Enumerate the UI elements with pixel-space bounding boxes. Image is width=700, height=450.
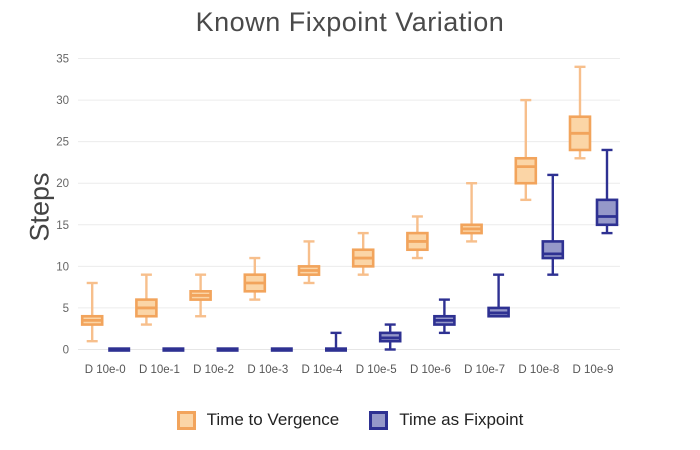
box-fixpoint-4[interactable] — [325, 331, 347, 352]
box-fixpoint-3[interactable] — [270, 347, 293, 352]
x-tick-label: D 10e-3 — [247, 364, 288, 376]
x-tick-label: D 10e-2 — [193, 364, 234, 376]
y-tick-label: 30 — [56, 95, 69, 107]
legend-item-time-as-fixpoint[interactable]: Time as Fixpoint — [369, 410, 523, 430]
orange-box-swatch-icon — [176, 410, 196, 430]
x-tick-label: D 10e-0 — [85, 364, 126, 376]
x-tick-label: D 10e-7 — [464, 364, 505, 376]
gridlines — [78, 58, 620, 350]
box-vergence-9[interactable] — [568, 65, 592, 160]
y-tick-label: 35 — [56, 54, 69, 66]
box-fixpoint-0[interactable] — [108, 347, 131, 352]
y-tick-label: 5 — [63, 303, 69, 315]
box-fixpoint-8[interactable] — [541, 173, 565, 276]
x-tick-label: D 10e-4 — [302, 364, 344, 376]
x-tick-label: D 10e-8 — [518, 364, 559, 376]
legend-item-time-to-vergence[interactable]: Time to Vergence — [176, 410, 340, 430]
box-vergence-2[interactable] — [189, 273, 212, 318]
y-tick-label: 10 — [56, 261, 69, 273]
box-fixpoint-7[interactable] — [487, 273, 510, 318]
chart-title: Known Fixpoint Variation — [195, 7, 505, 37]
x-tick-label: D 10e-6 — [410, 364, 451, 376]
legend: Time to Vergence Time as Fixpoint — [0, 402, 700, 438]
y-tick-label: 20 — [56, 178, 69, 190]
x-tick-label: D 10e-1 — [139, 364, 180, 376]
boxplot-marks — [80, 65, 619, 352]
y-tick-label: 15 — [56, 220, 69, 232]
box-vergence-3[interactable] — [243, 256, 267, 301]
box-fixpoint-5[interactable] — [378, 323, 402, 351]
box-vergence-7[interactable] — [460, 182, 483, 243]
box-vergence-1[interactable] — [135, 273, 158, 326]
purple-box-swatch-icon — [369, 410, 389, 430]
box-fixpoint-2[interactable] — [216, 347, 239, 352]
box-fixpoint-6[interactable] — [433, 298, 456, 335]
y-axis-tick-labels: 0 5 10 15 20 25 30 35 — [56, 54, 69, 357]
box-vergence-8[interactable] — [514, 98, 538, 202]
box-vergence-0[interactable] — [80, 281, 104, 343]
y-tick-label: 0 — [63, 345, 69, 357]
legend-label: Time to Vergence — [206, 410, 340, 429]
box-vergence-4[interactable] — [297, 240, 321, 285]
y-tick-label: 25 — [56, 137, 69, 149]
box-vergence-6[interactable] — [406, 215, 429, 260]
box-fixpoint-9[interactable] — [595, 148, 619, 235]
box-vergence-5[interactable] — [351, 231, 375, 276]
x-tick-label: D 10e-5 — [356, 364, 397, 376]
x-axis-tick-labels: D 10e-0 D 10e-1 D 10e-2 D 10e-3 D 10e-4 D 10e… — [85, 364, 614, 376]
x-tick-label: D 10e-9 — [573, 364, 614, 376]
legend-label: Time as Fixpoint — [399, 410, 524, 429]
box-fixpoint-1[interactable] — [162, 347, 185, 352]
